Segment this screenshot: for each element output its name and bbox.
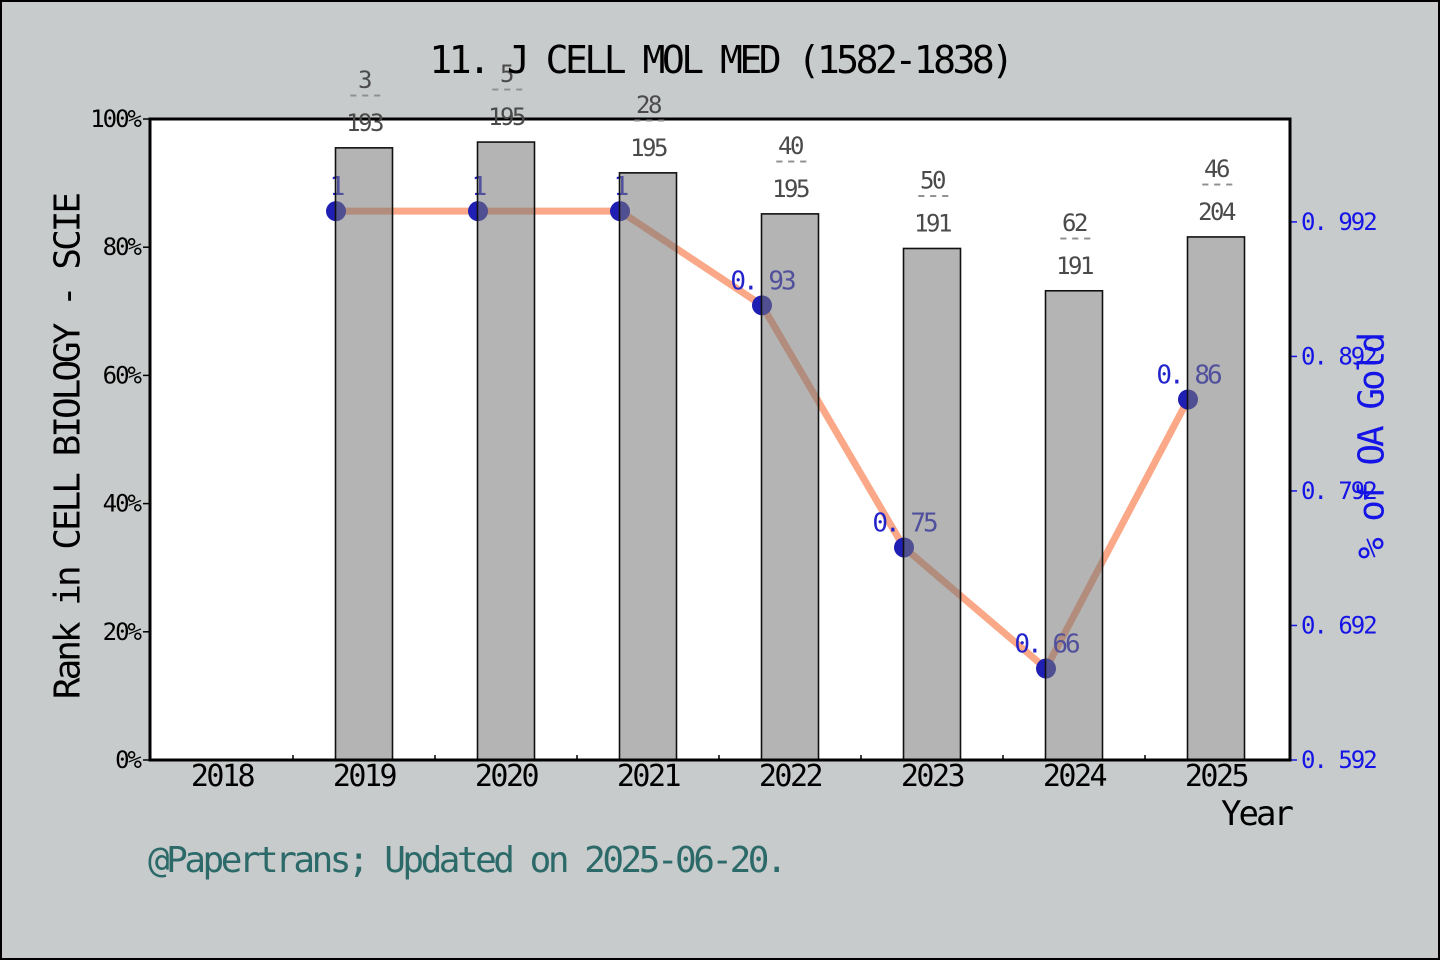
bar-2025 bbox=[1186, 236, 1246, 761]
rank-divider-2020: --- bbox=[488, 74, 524, 102]
bar-2020 bbox=[476, 141, 536, 761]
plot-area bbox=[150, 119, 1290, 760]
plot-border bbox=[148, 117, 1292, 762]
x-axis-title: Year bbox=[1221, 794, 1294, 834]
x-tick-label: 2022 bbox=[759, 759, 822, 794]
right-axis-title: % of OA Gold bbox=[1351, 334, 1393, 560]
rank-numerator-2022: 40 bbox=[778, 132, 803, 160]
left-tick-label: 60% bbox=[103, 361, 143, 389]
rank-divider-2021: --- bbox=[630, 105, 666, 133]
x-tick-label: 2020 bbox=[475, 759, 539, 794]
rank-denominator-2024: 191 bbox=[1056, 252, 1093, 280]
rank-denominator-2020: 195 bbox=[488, 103, 525, 131]
left-tick-label: 80% bbox=[103, 233, 143, 261]
rank-divider-2024: --- bbox=[1056, 223, 1092, 251]
x-tick-label: 2023 bbox=[901, 759, 964, 794]
bar-2024 bbox=[1044, 289, 1104, 761]
left-tick-label: 20% bbox=[103, 618, 143, 646]
right-tick-label: 0. 792 bbox=[1301, 477, 1376, 505]
rank-numerator-2019: 3 bbox=[358, 66, 371, 94]
rank-divider-2022: --- bbox=[772, 146, 808, 174]
left-tick-label: 100% bbox=[90, 105, 142, 133]
rank-denominator-2021: 195 bbox=[630, 134, 667, 162]
right-tick-label: 0. 692 bbox=[1301, 611, 1376, 639]
rank-divider-2019: --- bbox=[346, 80, 382, 108]
rank-numerator-2023: 50 bbox=[920, 166, 945, 194]
rank-numerator-2021: 28 bbox=[636, 91, 661, 119]
rank-denominator-2022: 195 bbox=[772, 175, 809, 203]
rank-divider-2023: --- bbox=[914, 180, 950, 208]
bar-2021 bbox=[618, 172, 678, 761]
left-tick-label: 0% bbox=[115, 746, 142, 774]
x-tick-label: 2024 bbox=[1043, 759, 1107, 794]
footer-credit: @Papertrans; Updated on 2025-06-20. bbox=[148, 840, 788, 881]
rank-numerator-2025: 46 bbox=[1204, 155, 1229, 183]
x-tick-label: 2025 bbox=[1185, 759, 1248, 794]
rank-numerator-2024: 62 bbox=[1062, 209, 1087, 237]
right-tick-label: 0. 892 bbox=[1301, 342, 1376, 370]
x-tick-label: 2019 bbox=[333, 759, 397, 794]
right-tick-label: 0. 592 bbox=[1301, 746, 1376, 774]
x-tick-label: 2018 bbox=[191, 759, 255, 794]
bar-2019 bbox=[334, 147, 394, 761]
right-tick-label: 0. 992 bbox=[1301, 208, 1376, 236]
rank-denominator-2025: 204 bbox=[1198, 198, 1236, 226]
bar-2022 bbox=[760, 213, 820, 761]
bar-2023 bbox=[902, 247, 962, 761]
rank-numerator-2020: 5 bbox=[500, 60, 513, 88]
rank-denominator-2023: 191 bbox=[914, 209, 951, 237]
x-tick-label: 2021 bbox=[617, 759, 681, 794]
rank-denominator-2019: 193 bbox=[346, 109, 383, 137]
page-title: 11. J CELL MOL MED (1582-1838) bbox=[429, 38, 1014, 82]
left-tick-label: 40% bbox=[103, 490, 143, 518]
rank-divider-2025: --- bbox=[1198, 169, 1234, 197]
left-axis-title: Rank in CELL BIOLOGY - SCIE bbox=[47, 194, 89, 700]
